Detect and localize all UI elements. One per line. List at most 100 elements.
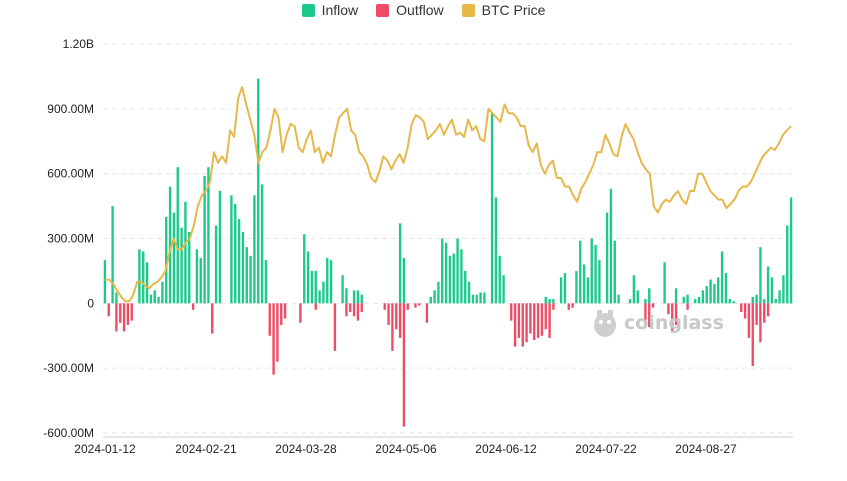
outflow-bar <box>272 303 275 375</box>
inflow-bar <box>598 260 601 304</box>
inflow-bar <box>199 257 202 304</box>
x-tick-label: 2024-03-28 <box>275 442 337 456</box>
outflow-bar <box>406 303 409 310</box>
inflow-bar <box>563 273 567 304</box>
outflow-bar <box>130 303 133 321</box>
inflow-bar <box>398 223 402 304</box>
inflow-bar <box>475 294 478 304</box>
x-tick-label: 2024-06-12 <box>475 442 537 456</box>
outflow-bar <box>544 303 547 330</box>
inflow-bar <box>310 270 314 304</box>
inflow-bar <box>782 275 785 304</box>
inflow-bar <box>778 290 781 304</box>
outflow-bar <box>268 303 271 336</box>
inflow-bar <box>686 294 689 304</box>
inflow-bar <box>763 299 766 304</box>
legend-label-inflow: Inflow <box>321 2 359 18</box>
outflow-bar <box>356 303 360 321</box>
inflow-bar <box>260 184 264 304</box>
inflow-bar <box>709 279 712 304</box>
outflow-bar <box>686 303 689 310</box>
outflow-bar <box>360 303 363 312</box>
legend-swatch-price <box>461 3 475 17</box>
inflow-bar <box>448 255 452 304</box>
inflow-bar <box>770 277 774 304</box>
outflow-bar <box>402 303 406 427</box>
inflow-bar <box>494 197 498 304</box>
chart-legend: Inflow Outflow BTC Price <box>0 2 847 18</box>
inflow-bar <box>318 290 321 304</box>
inflow-bar <box>356 290 360 304</box>
outflow-bar <box>763 303 766 323</box>
inflow-bar <box>644 299 647 304</box>
inflow-bar <box>341 275 344 304</box>
outflow-bar <box>425 303 429 323</box>
outflow-bar <box>671 303 674 332</box>
inflow-bar <box>548 299 551 304</box>
legend-item-outflow[interactable]: Outflow <box>376 2 444 18</box>
inflow-bar <box>234 203 237 304</box>
inflow-bar <box>172 212 176 304</box>
inflow-bar <box>498 255 501 304</box>
inflow-bar <box>456 238 459 304</box>
inflow-bar <box>766 266 770 304</box>
inflow-bar <box>433 290 436 304</box>
legend-label-outflow: Outflow <box>396 2 444 18</box>
inflow-bar <box>552 299 555 304</box>
inflow-bar <box>214 225 218 304</box>
inflow-bar <box>636 290 639 304</box>
inflow-bar <box>464 270 467 304</box>
inflow-bar <box>586 277 590 304</box>
outflow-bar <box>280 303 283 325</box>
inflow-bar <box>241 232 245 304</box>
outflow-bar <box>299 303 302 323</box>
outflow-bar <box>567 303 570 310</box>
inflow-bar <box>609 188 613 304</box>
inflow-bar <box>605 212 609 304</box>
inflow-bar <box>728 299 731 304</box>
inflow-bar <box>303 234 306 304</box>
legend-item-inflow[interactable]: Inflow <box>301 2 359 18</box>
inflow-bar <box>579 240 582 304</box>
outflow-bar <box>751 303 754 367</box>
outflow-bar <box>536 303 540 338</box>
x-tick-label: 2024-05-06 <box>375 442 437 456</box>
outflow-bar <box>314 303 317 310</box>
inflow-bar <box>444 242 448 304</box>
outflow-bar <box>755 303 758 325</box>
inflow-bar <box>161 281 164 304</box>
inflow-bar <box>582 264 586 304</box>
inflow-bar <box>115 292 118 304</box>
legend-item-price[interactable]: BTC Price <box>461 2 545 18</box>
inflow-bar <box>138 249 141 304</box>
y-tick-label: 600.00M <box>47 167 94 181</box>
x-tick-label: 2024-08-27 <box>675 442 737 456</box>
inflow-bar <box>575 270 578 304</box>
btc-price-line <box>105 86 792 303</box>
inflow-bar <box>720 251 724 304</box>
outflow-bar <box>521 303 524 347</box>
x-tick-label: 2024-02-21 <box>175 442 237 456</box>
inflow-bar <box>460 249 463 304</box>
outflow-bar <box>119 303 122 323</box>
outflow-bar <box>674 303 678 325</box>
inflow-bar <box>142 251 145 304</box>
inflow-bar <box>590 238 593 304</box>
inflow-bar <box>613 240 616 304</box>
inflow-bar <box>322 281 325 304</box>
inflow-bar <box>249 255 252 304</box>
coinglass-watermark: coinglass <box>592 308 724 338</box>
outflow-bar <box>743 303 747 319</box>
inflow-bar <box>111 206 114 304</box>
inflow-bar <box>490 113 494 304</box>
inflow-bar <box>483 292 486 304</box>
inflow-bar <box>264 260 268 304</box>
outflow-bar <box>211 303 214 334</box>
inflow-bar <box>648 288 651 304</box>
inflow-bar <box>145 262 149 304</box>
outflow-bar <box>395 303 398 330</box>
inflow-bar <box>705 286 708 304</box>
outflow-bar <box>115 303 118 332</box>
inflow-bar <box>245 247 248 304</box>
inflow-bar <box>168 186 172 304</box>
